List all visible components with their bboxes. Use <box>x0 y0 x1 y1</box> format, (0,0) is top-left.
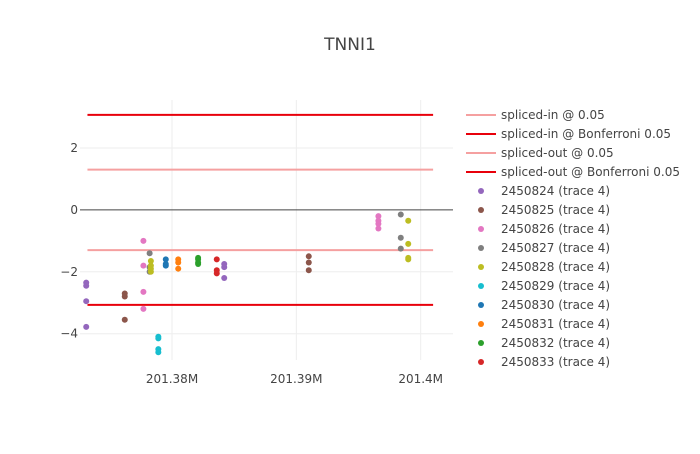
legend-marker-swatch <box>478 321 484 327</box>
legend-marker-swatch <box>478 207 484 213</box>
data-point-series-3 <box>140 237 147 244</box>
legend-item: 2450828 (trace 4) <box>478 260 610 274</box>
data-point-series-8 <box>175 259 182 266</box>
legend-item: 2450830 (trace 4) <box>478 298 610 312</box>
data-point-series-4 <box>397 245 404 252</box>
legend-item: 2450827 (trace 4) <box>478 241 610 255</box>
data-point-series-4 <box>397 234 404 241</box>
y-tick-label: −4 <box>60 327 78 341</box>
data-point-series-2 <box>121 293 128 300</box>
legend-marker-swatch <box>478 359 484 365</box>
y-tick-label: 2 <box>70 141 78 155</box>
data-point-series-3 <box>140 262 147 269</box>
data-point-series-3 <box>375 225 382 232</box>
legend-item: spliced-out @ 0.05 <box>466 146 614 160</box>
x-tick-label: 201.4M <box>398 372 443 386</box>
data-point-series-5 <box>405 256 412 263</box>
data-points <box>83 211 412 356</box>
data-point-series-3 <box>140 305 147 312</box>
legend-item: 2450833 (trace 4) <box>478 355 610 369</box>
legend-marker-swatch <box>478 226 484 232</box>
legend-marker-swatch <box>478 245 484 251</box>
legend-marker-swatch <box>478 283 484 289</box>
data-point-series-2 <box>305 267 312 274</box>
legend-item: 2450825 (trace 4) <box>478 203 610 217</box>
data-point-series-7 <box>162 262 169 269</box>
x-tick-label: 201.39M <box>270 372 322 386</box>
data-point-series-4 <box>146 250 153 257</box>
legend-label: 2450826 (trace 4) <box>501 222 610 236</box>
data-point-series-6 <box>155 335 162 342</box>
legend-item: 2450832 (trace 4) <box>478 336 610 350</box>
data-point-series-7 <box>162 256 169 263</box>
chart-title: TNNI1 <box>323 35 376 55</box>
grid <box>80 100 453 360</box>
legend-item: 2450831 (trace 4) <box>478 317 610 331</box>
data-point-series-2 <box>121 316 128 323</box>
legend-label: 2450827 (trace 4) <box>501 241 610 255</box>
legend-label: spliced-out @ Bonferroni 0.05 <box>501 165 680 179</box>
legend-label: 2450824 (trace 4) <box>501 184 610 198</box>
legend-label: spliced-in @ 0.05 <box>501 108 605 122</box>
data-point-series-2 <box>305 259 312 266</box>
threshold-lines <box>87 113 434 306</box>
legend-item: 2450829 (trace 4) <box>478 279 610 293</box>
data-point-series-10 <box>213 270 220 277</box>
data-point-series-9 <box>195 261 202 268</box>
data-point-series-6 <box>155 349 162 356</box>
data-point-series-5 <box>405 217 412 224</box>
data-point-series-1 <box>83 323 90 330</box>
legend-label: 2450829 (trace 4) <box>501 279 610 293</box>
data-point-series-1 <box>83 282 90 289</box>
legend-item: spliced-in @ Bonferroni 0.05 <box>466 127 671 141</box>
data-point-series-3 <box>140 288 147 295</box>
data-point-series-4 <box>397 211 404 218</box>
legend-marker-swatch <box>478 302 484 308</box>
legend-label: 2450832 (trace 4) <box>501 336 610 350</box>
data-point-series-5 <box>147 257 154 264</box>
legend-label: 2450831 (trace 4) <box>501 317 610 331</box>
legend-item: spliced-in @ 0.05 <box>466 108 605 122</box>
x-tick-label: 201.38M <box>146 372 198 386</box>
legend-marker-swatch <box>478 340 484 346</box>
legend-label: 2450830 (trace 4) <box>501 298 610 312</box>
legend-label: spliced-in @ Bonferroni 0.05 <box>501 127 671 141</box>
legend-label: spliced-out @ 0.05 <box>501 146 614 160</box>
legend-label: 2450833 (trace 4) <box>501 355 610 369</box>
legend-item: spliced-out @ Bonferroni 0.05 <box>466 165 680 179</box>
data-point-series-3 <box>375 213 382 220</box>
data-point-series-2 <box>305 253 312 260</box>
data-point-series-1 <box>221 274 228 281</box>
legend-item: 2450824 (trace 4) <box>478 184 610 198</box>
legend-label: 2450825 (trace 4) <box>501 203 610 217</box>
legend-marker-swatch <box>478 188 484 194</box>
legend-marker-swatch <box>478 264 484 270</box>
data-point-series-5 <box>147 268 154 275</box>
data-point-series-1 <box>221 264 228 271</box>
y-tick-label: 0 <box>70 203 78 217</box>
data-point-series-10 <box>213 256 220 263</box>
data-point-series-5 <box>405 240 412 247</box>
data-point-series-3 <box>375 220 382 227</box>
legend: spliced-in @ 0.05 spliced-in @ Bonferroni… <box>466 108 680 369</box>
legend-label: 2450828 (trace 4) <box>501 260 610 274</box>
data-point-series-8 <box>175 265 182 272</box>
legend-item: 2450826 (trace 4) <box>478 222 610 236</box>
axes: 201.38M 201.39M 201.4M 2 0 −2 −4 <box>60 141 443 386</box>
y-tick-label: −2 <box>60 265 78 279</box>
data-point-series-1 <box>83 298 90 305</box>
